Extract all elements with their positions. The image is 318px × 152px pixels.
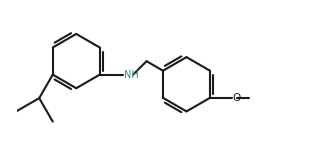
Text: O: O <box>232 93 240 103</box>
Text: NH: NH <box>124 70 139 80</box>
